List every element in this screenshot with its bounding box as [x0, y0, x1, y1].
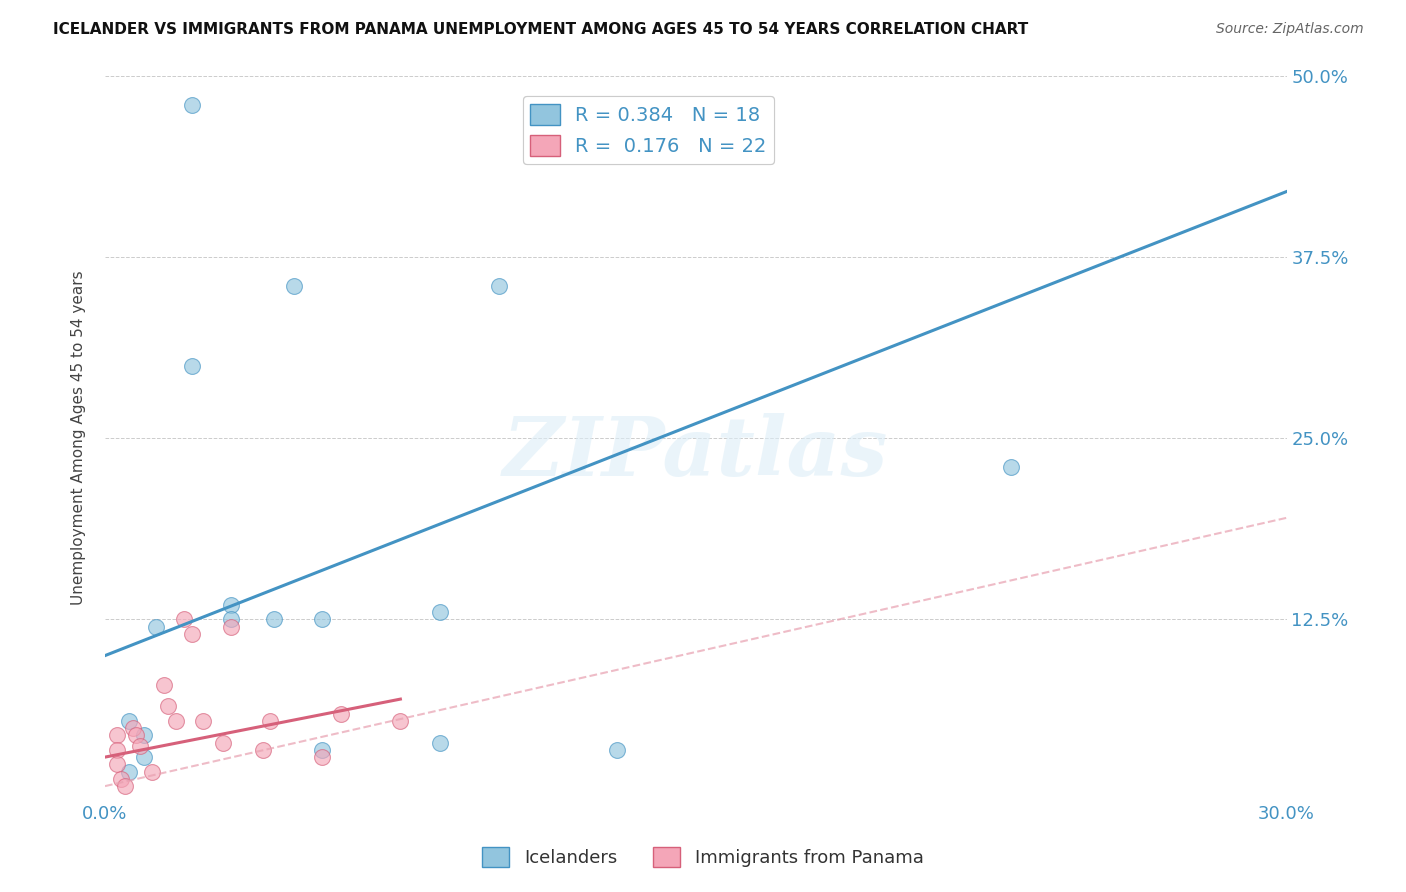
- Point: [488, 278, 510, 293]
- Point: [429, 605, 451, 619]
- Point: [219, 598, 242, 612]
- Text: ZIPatlas: ZIPatlas: [503, 413, 889, 492]
- Point: [165, 714, 187, 728]
- Point: [311, 750, 333, 764]
- Legend: R = 0.384   N = 18, R =  0.176   N = 22: R = 0.384 N = 18, R = 0.176 N = 22: [523, 96, 775, 164]
- Point: [105, 743, 128, 757]
- Point: [193, 714, 215, 728]
- Point: [173, 612, 195, 626]
- Legend: Icelanders, Immigrants from Panama: Icelanders, Immigrants from Panama: [475, 839, 931, 874]
- Point: [330, 706, 353, 721]
- Point: [134, 750, 156, 764]
- Point: [219, 612, 242, 626]
- Point: [129, 739, 152, 753]
- Point: [180, 627, 202, 641]
- Point: [153, 677, 176, 691]
- Point: [212, 736, 235, 750]
- Point: [117, 764, 139, 779]
- Point: [219, 619, 242, 633]
- Text: ICELANDER VS IMMIGRANTS FROM PANAMA UNEMPLOYMENT AMONG AGES 45 TO 54 YEARS CORRE: ICELANDER VS IMMIGRANTS FROM PANAMA UNEM…: [53, 22, 1029, 37]
- Point: [141, 764, 163, 779]
- Point: [114, 779, 136, 793]
- Y-axis label: Unemployment Among Ages 45 to 54 years: Unemployment Among Ages 45 to 54 years: [72, 271, 86, 606]
- Point: [263, 612, 285, 626]
- Point: [125, 728, 148, 742]
- Point: [180, 97, 202, 112]
- Point: [311, 612, 333, 626]
- Point: [145, 619, 167, 633]
- Point: [105, 757, 128, 772]
- Point: [311, 743, 333, 757]
- Point: [110, 772, 132, 786]
- Point: [180, 359, 202, 373]
- Point: [121, 721, 143, 735]
- Point: [259, 714, 281, 728]
- Point: [117, 714, 139, 728]
- Point: [1000, 460, 1022, 475]
- Point: [156, 699, 179, 714]
- Point: [134, 728, 156, 742]
- Text: Source: ZipAtlas.com: Source: ZipAtlas.com: [1216, 22, 1364, 37]
- Point: [389, 714, 412, 728]
- Point: [252, 743, 274, 757]
- Point: [283, 278, 305, 293]
- Point: [606, 743, 628, 757]
- Point: [429, 736, 451, 750]
- Point: [105, 728, 128, 742]
